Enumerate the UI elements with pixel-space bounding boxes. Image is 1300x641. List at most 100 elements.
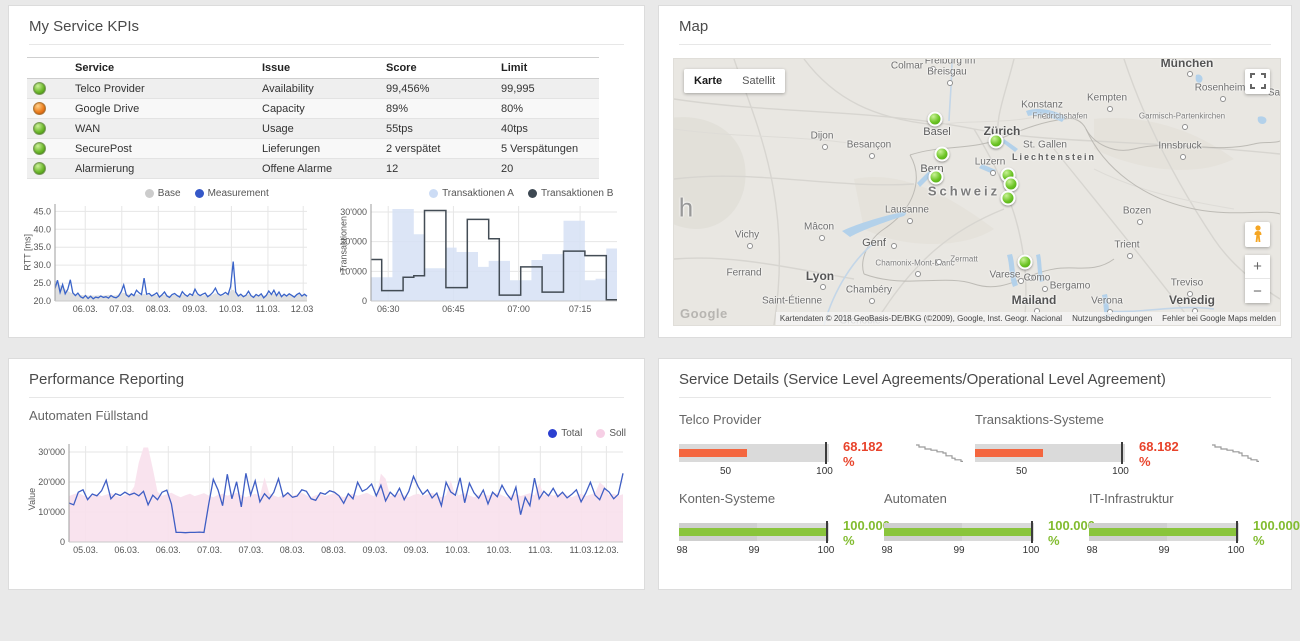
- svg-text:25.0: 25.0: [33, 278, 51, 288]
- pegman-button[interactable]: [1245, 222, 1270, 247]
- transactions-y-axis-label: Transaktionen: [338, 215, 348, 272]
- map-marker-icon[interactable]: [928, 112, 943, 127]
- map-marker-icon[interactable]: [1018, 255, 1033, 270]
- svg-text:07.03.: 07.03.: [109, 304, 134, 314]
- gauge-value: 100.000 %: [1253, 518, 1300, 548]
- svg-text:07:00: 07:00: [507, 304, 530, 314]
- map-label-breisgau: Breisgau: [927, 67, 966, 78]
- map-label-varese: Varese: [990, 270, 1021, 281]
- map-marker-icon[interactable]: [935, 147, 950, 162]
- fullscreen-button[interactable]: [1245, 69, 1270, 94]
- map-panel-title: Map: [659, 6, 1291, 44]
- kpi-col-status: [27, 58, 69, 79]
- gauge-ticks: 9899100: [1089, 545, 1239, 557]
- google-logo[interactable]: Google: [680, 306, 728, 321]
- rtt-chart: 20.025.030.035.040.045.006.03.07.03.08.0…: [17, 201, 313, 317]
- map-label-freiburg-im: Freiburg im: [925, 58, 976, 67]
- map-attribution-text: Kartendaten © 2018 GeoBasis-DE/BKG (©200…: [780, 314, 1062, 323]
- city-dot-icon: [1182, 124, 1188, 130]
- svg-text:07.03.: 07.03.: [197, 545, 222, 555]
- gauge-track: [884, 523, 1034, 541]
- gauge-target-marker: [1031, 521, 1033, 543]
- map-type-control: Karte Satellit: [684, 69, 785, 93]
- zoom-out-button[interactable]: −: [1245, 279, 1270, 303]
- map-marker-icon[interactable]: [929, 170, 944, 185]
- svg-text:09.03.: 09.03.: [362, 545, 387, 555]
- performance-chart: 010'00020'00030'00005.03.06.03.06.03.07.…: [23, 441, 631, 559]
- map-label-como: Como: [1024, 273, 1051, 284]
- svg-text:30.0: 30.0: [33, 260, 51, 270]
- svg-text:30'000: 30'000: [38, 447, 65, 457]
- map-label-innsbruck: Innsbruck: [1158, 141, 1201, 152]
- map-marker-icon[interactable]: [989, 134, 1004, 149]
- map-marker-icon[interactable]: [1004, 177, 1019, 192]
- map-canvas[interactable]: ColmarFreiburg imBreisgauMünchenRosenhei…: [673, 58, 1281, 326]
- city-dot-icon: [1180, 154, 1186, 160]
- map-label-vichy: Vichy: [735, 230, 759, 241]
- kpi-service: SecurePost: [69, 139, 256, 159]
- terms-link[interactable]: Nutzungsbedingungen: [1072, 314, 1152, 323]
- gauge-bar: [679, 528, 826, 536]
- rtt-chart-legend: Base Measurement: [17, 185, 327, 201]
- map-label-verona: Verona: [1091, 296, 1123, 307]
- city-dot-icon: [907, 218, 913, 224]
- city-dot-icon: [990, 170, 996, 176]
- transactions-chart-legend: Transaktionen A Transaktionen B: [327, 185, 637, 201]
- kpi-service: Telco Provider: [69, 79, 256, 99]
- legend-item-measurement[interactable]: Measurement: [195, 188, 269, 199]
- kpi-row-securepost[interactable]: SecurePostLieferungen2 verspätet5 Verspä…: [27, 139, 599, 159]
- gauge-ticks: 9899100: [884, 545, 1034, 557]
- gauge-name: IT-Infrastruktur: [1089, 491, 1294, 506]
- status-cell: [27, 159, 69, 179]
- svg-text:06.03.: 06.03.: [114, 545, 139, 555]
- legend-item-transaktionen-b[interactable]: Transaktionen B: [528, 188, 613, 199]
- status-cell: [27, 119, 69, 139]
- svg-text:11.03.: 11.03.: [528, 545, 552, 555]
- svg-text:10.03.: 10.03.: [219, 304, 244, 314]
- city-dot-icon: [822, 144, 828, 150]
- kpi-row-telco-provider[interactable]: Telco ProviderAvailability99,456%99,995: [27, 79, 599, 99]
- gauge-bar: [975, 449, 1043, 457]
- kpi-score: 12: [380, 159, 495, 179]
- transactions-chart: 010'00020'00030'00006:3006:4507:0007:15: [327, 201, 623, 317]
- svg-text:0: 0: [60, 537, 65, 547]
- city-dot-icon: [1018, 278, 1024, 284]
- gauge-ticks: 9899100: [679, 545, 829, 557]
- status-cell: [27, 79, 69, 99]
- legend-label: Transaktionen B: [541, 188, 613, 199]
- gauge-name: Transaktions-Systeme: [975, 412, 1259, 427]
- legend-item-transaktionen-a[interactable]: Transaktionen A: [429, 188, 514, 199]
- city-dot-icon: [915, 271, 921, 277]
- legend-item-soll[interactable]: Soll: [596, 428, 626, 439]
- kpi-row-google-drive[interactable]: Google DriveCapacity89%80%: [27, 99, 599, 119]
- map-karte-button[interactable]: Karte: [684, 69, 732, 93]
- map-label-garmisch-partenkirchen: Garmisch-Partenkirchen: [1139, 112, 1225, 121]
- legend-item-base[interactable]: Base: [145, 188, 181, 199]
- map-label-konstanz: Konstanz: [1021, 100, 1063, 111]
- map-marker-icon[interactable]: [1001, 191, 1016, 206]
- legend-dot-icon: [145, 189, 154, 198]
- map-satellit-button[interactable]: Satellit: [732, 69, 785, 93]
- gauge-track: [1089, 523, 1239, 541]
- map-label-friedrichshafen: Friedrichshafen: [1032, 112, 1087, 121]
- status-cell: [27, 99, 69, 119]
- kpi-col-service: Service: [69, 58, 256, 79]
- fullscreen-icon: [1250, 73, 1266, 89]
- kpi-issue: Availability: [256, 79, 380, 99]
- kpi-row-alarmierung[interactable]: AlarmierungOffene Alarme1220: [27, 159, 599, 179]
- map-label-lyon: Lyon: [806, 269, 834, 283]
- gauge-target-marker: [826, 521, 828, 543]
- legend-item-total[interactable]: Total: [548, 428, 582, 439]
- kpi-row-wan[interactable]: WANUsage55tps40tps: [27, 119, 599, 139]
- gauge-name: Automaten: [884, 491, 1089, 506]
- zoom-in-button[interactable]: +: [1245, 255, 1270, 279]
- city-dot-icon: [869, 298, 875, 304]
- rtt-chart-block: BaseMeasurement RTT [ms] 20.025.030.035.…: [17, 185, 327, 322]
- report-error-link[interactable]: Fehler bei Google Maps melden: [1162, 314, 1276, 323]
- city-dot-icon: [1187, 71, 1193, 77]
- gauge-automaten: Automaten9899100100.000 %: [884, 491, 1089, 562]
- gauge-it-infrastruktur: IT-Infrastruktur9899100100.000 %: [1089, 491, 1294, 562]
- kpi-score: 89%: [380, 99, 495, 119]
- kpi-col-limit: Limit: [495, 58, 599, 79]
- map-label-colmar: Colmar: [891, 61, 923, 72]
